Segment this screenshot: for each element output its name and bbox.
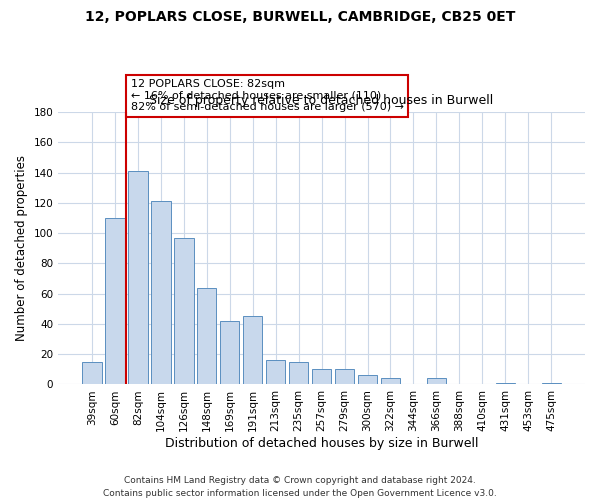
Bar — [542, 383, 561, 384]
Bar — [174, 238, 194, 384]
Bar — [243, 316, 262, 384]
Bar — [128, 171, 148, 384]
Bar — [82, 362, 101, 384]
Bar — [105, 218, 125, 384]
Text: Contains HM Land Registry data © Crown copyright and database right 2024.
Contai: Contains HM Land Registry data © Crown c… — [103, 476, 497, 498]
Bar — [358, 376, 377, 384]
Bar — [289, 362, 308, 384]
Text: 12 POPLARS CLOSE: 82sqm
← 16% of detached houses are smaller (110)
82% of semi-d: 12 POPLARS CLOSE: 82sqm ← 16% of detache… — [131, 79, 404, 112]
Bar — [151, 202, 170, 384]
Text: 12, POPLARS CLOSE, BURWELL, CAMBRIDGE, CB25 0ET: 12, POPLARS CLOSE, BURWELL, CAMBRIDGE, C… — [85, 10, 515, 24]
Bar — [312, 370, 331, 384]
Bar — [266, 360, 286, 384]
Bar — [427, 378, 446, 384]
Bar — [496, 383, 515, 384]
Bar — [197, 288, 217, 384]
Bar — [335, 370, 355, 384]
Title: Size of property relative to detached houses in Burwell: Size of property relative to detached ho… — [149, 94, 494, 107]
Y-axis label: Number of detached properties: Number of detached properties — [15, 156, 28, 342]
Bar — [381, 378, 400, 384]
X-axis label: Distribution of detached houses by size in Burwell: Distribution of detached houses by size … — [165, 437, 478, 450]
Bar — [220, 321, 239, 384]
